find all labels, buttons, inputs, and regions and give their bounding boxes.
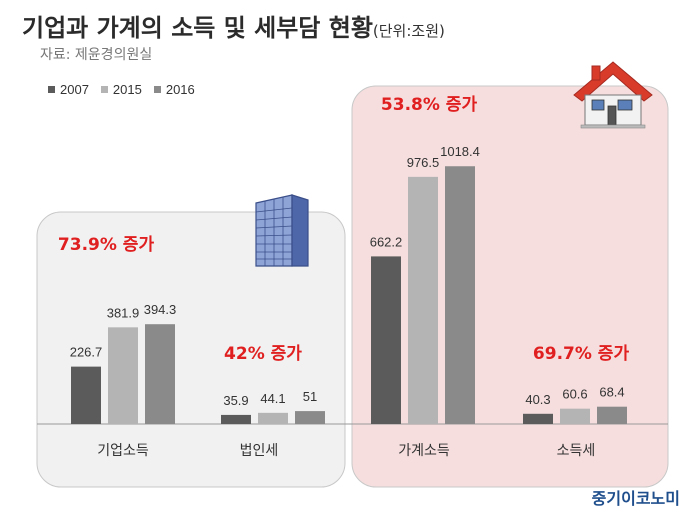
value-label-2007-0: 226.7 (70, 345, 103, 360)
chart-unit: (단위:조원) (372, 22, 445, 40)
legend-swatch-2015 (100, 86, 108, 93)
category-label-0: 기업소득 (97, 443, 149, 459)
category-label-1: 법인세 (240, 443, 279, 459)
chart-source: 자료: 제윤경의원실 (40, 47, 153, 63)
bar-2007-2 (371, 256, 401, 424)
bars-layer: 226.7 35.9 662.2 40.3 381.9 44.1 976.5 60.6 394.… (70, 144, 627, 424)
value-label-2007-1: 35.9 (223, 393, 248, 408)
bar-2015-2 (408, 176, 438, 424)
bar-2016-1 (295, 411, 325, 424)
value-label-2015-2: 976.5 (407, 155, 440, 170)
legend-label-2016: 2016 (165, 82, 195, 97)
legend-label-2015: 2015 (112, 82, 142, 97)
brand-logo: 중기이코노미 (591, 489, 680, 508)
bar-2007-3 (523, 413, 553, 424)
bar-2015-1 (258, 412, 288, 424)
value-label-2016-0: 394.3 (144, 302, 177, 317)
value-label-2015-1: 44.1 (260, 391, 285, 406)
legend-swatch-2016 (153, 86, 161, 93)
legend-item-2007: 2007 (48, 82, 89, 97)
annotation-corporate-income: 73.9% 증가 (58, 235, 155, 255)
office-building-icon (255, 194, 309, 267)
value-label-2016-1: 51 (303, 389, 317, 404)
bar-2015-3 (560, 408, 590, 424)
bar-2016-3 (597, 406, 627, 424)
house-icon (573, 61, 653, 129)
value-label-2015-0: 381.9 (107, 305, 140, 320)
value-label-2016-3: 68.4 (599, 385, 624, 400)
bar-2016-2 (445, 166, 475, 424)
bar-2007-0 (71, 366, 101, 424)
annotation-corporate-tax: 42% 증가 (224, 344, 302, 364)
legend-item-2015: 2015 (100, 82, 142, 97)
category-label-3: 소득세 (557, 443, 596, 459)
chart-title-text: 기업과 가계의 소득 및 세부담 현황 (22, 14, 373, 42)
legend-item-2016: 2016 (153, 82, 195, 97)
legend-label-2007: 2007 (60, 82, 89, 97)
chart-legend: 2007 2015 2016 (48, 82, 195, 97)
category-label-2: 가계소득 (398, 443, 450, 459)
value-label-2007-3: 40.3 (525, 392, 550, 407)
value-label-2015-3: 60.6 (562, 387, 587, 402)
annotation-income-tax: 69.7% 증가 (533, 344, 630, 364)
value-label-2007-2: 662.2 (370, 234, 403, 249)
bar-2007-1 (221, 414, 251, 424)
bar-2016-0 (145, 324, 175, 424)
bar-2015-0 (108, 327, 138, 424)
value-label-2016-2: 1018.4 (440, 144, 480, 159)
legend-swatch-2007 (48, 86, 55, 93)
annotation-household-income: 53.8% 증가 (381, 95, 478, 115)
chart-title: 기업과 가계의 소득 및 세부담 현황(단위:조원) (22, 8, 445, 43)
